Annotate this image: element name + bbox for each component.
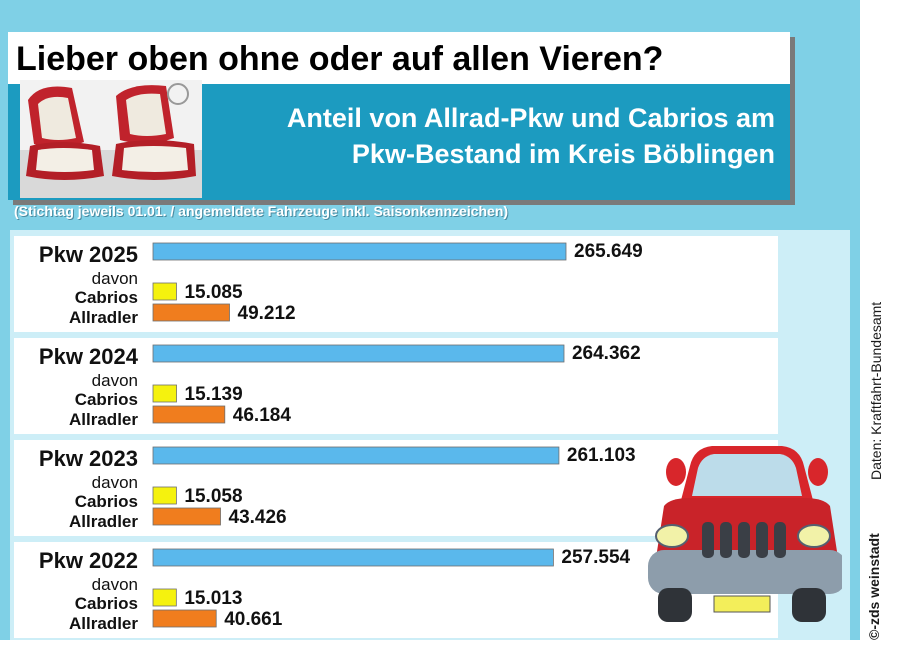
series-label-cabrios-pkw-2024: Cabrios xyxy=(75,390,138,409)
bar-pkw-pkw-2024 xyxy=(152,344,565,363)
title-box xyxy=(8,32,790,84)
value-label-allradler-pkw-2023: 43.426 xyxy=(229,507,287,528)
series-label-allradler-pkw-2024: Allradler xyxy=(69,410,138,429)
category-label-pkw-2024: Pkw 2024 xyxy=(39,344,139,369)
subtitle-line-2: Pkw-Bestand im Kreis Böblingen xyxy=(351,139,775,169)
value-label-allradler-pkw-2024: 46.184 xyxy=(233,405,292,426)
value-label-allradler-pkw-2025: 49.212 xyxy=(238,303,296,324)
series-label-allradler-pkw-2022: Allradler xyxy=(69,614,138,633)
credit-note: ©-zds weinstadt xyxy=(866,533,882,640)
category-label-pkw-2023: Pkw 2023 xyxy=(39,446,138,471)
sublabel-davon-pkw-2024: davon xyxy=(92,371,138,390)
category-label-pkw-2025: Pkw 2025 xyxy=(39,242,138,267)
series-label-allradler-pkw-2023: Allradler xyxy=(69,512,138,531)
value-label-pkw-pkw-2025: 265.649 xyxy=(574,241,643,262)
bar-allradler-pkw-2024 xyxy=(152,405,226,424)
jeep-illustration xyxy=(648,446,842,622)
sublabel-davon-pkw-2022: davon xyxy=(92,575,138,594)
value-label-cabrios-pkw-2024: 15.139 xyxy=(185,384,243,405)
series-label-cabrios-pkw-2023: Cabrios xyxy=(75,492,138,511)
bar-pkw-pkw-2025 xyxy=(152,242,567,261)
value-label-allradler-pkw-2022: 40.661 xyxy=(224,609,283,630)
bar-pkw-pkw-2023 xyxy=(152,446,560,465)
value-label-pkw-pkw-2023: 261.103 xyxy=(567,445,636,466)
subtitle: Anteil von Allrad-Pkw und Cabrios am Pkw… xyxy=(210,100,775,172)
bar-pkw-pkw-2022 xyxy=(152,548,554,567)
bar-cabrios-pkw-2022 xyxy=(152,588,177,607)
bar-cabrios-pkw-2024 xyxy=(152,384,177,403)
page-title: Lieber oben ohne oder auf allen Vieren? xyxy=(16,40,664,78)
category-label-pkw-2022: Pkw 2022 xyxy=(39,548,138,573)
value-label-cabrios-pkw-2023: 15.058 xyxy=(184,486,242,507)
bar-allradler-pkw-2022 xyxy=(152,609,217,628)
value-label-pkw-pkw-2022: 257.554 xyxy=(561,547,630,568)
series-label-allradler-pkw-2025: Allradler xyxy=(69,308,138,327)
value-label-pkw-pkw-2024: 264.362 xyxy=(572,343,641,364)
value-label-cabrios-pkw-2022: 15.013 xyxy=(184,588,242,609)
note: (Stichtag jeweils 01.01. / angemeldete F… xyxy=(14,203,509,219)
bar-cabrios-pkw-2023 xyxy=(152,486,177,505)
bar-allradler-pkw-2025 xyxy=(152,303,230,322)
sublabel-davon-pkw-2025: davon xyxy=(92,269,138,288)
bar-allradler-pkw-2023 xyxy=(152,507,221,526)
value-label-cabrios-pkw-2025: 15.085 xyxy=(184,282,243,303)
series-label-cabrios-pkw-2022: Cabrios xyxy=(75,594,138,613)
sublabel-davon-pkw-2023: davon xyxy=(92,473,138,492)
bar-cabrios-pkw-2025 xyxy=(152,282,177,301)
subtitle-line-1: Anteil von Allrad-Pkw und Cabrios am xyxy=(286,103,775,133)
series-label-cabrios-pkw-2025: Cabrios xyxy=(75,288,138,307)
source-note: Daten: Kraftfahrt-Bundesamt xyxy=(868,301,884,480)
car-seats-illustration xyxy=(20,80,202,198)
